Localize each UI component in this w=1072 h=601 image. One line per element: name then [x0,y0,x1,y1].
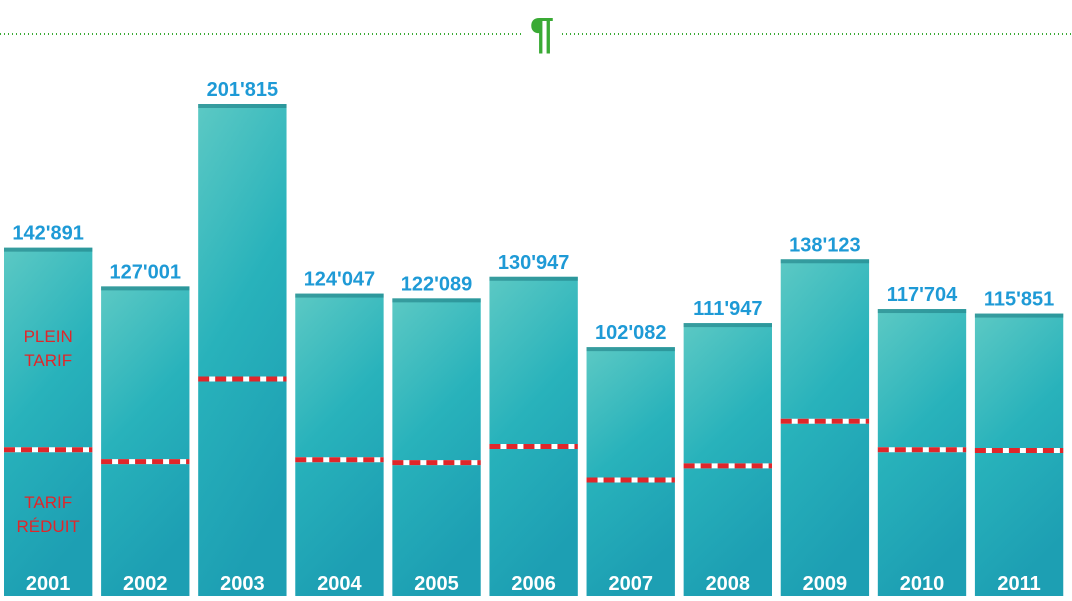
bar [392,298,481,596]
bar [4,247,93,596]
x-tick-label: 2007 [608,573,653,595]
x-tick-label: 2011 [997,573,1040,595]
x-tick-label: 2005 [414,573,459,595]
value-label: 130'947 [498,252,570,274]
bar [198,104,287,596]
bar [489,276,578,596]
bar-top [198,104,287,108]
bar-top [392,298,481,303]
value-label: 102'082 [595,322,667,344]
bar-top [295,293,384,298]
bar [974,313,1064,596]
x-tick-label: 2002 [123,573,168,595]
bar-top [4,247,93,252]
x-tick-label: 2008 [706,573,751,595]
x-tick-label: 2010 [900,573,945,595]
x-tick-label: 2009 [803,573,848,595]
bar-top [974,313,1064,318]
value-label: 115'851 [984,289,1054,311]
bar-top [780,259,870,264]
segment-label: PLEIN TARIF [23,326,73,370]
value-label: 127'001 [110,261,182,283]
x-tick-label: 2006 [511,573,556,595]
bar [877,309,967,596]
segment-label: TARIF RÉDUIT [16,492,80,536]
x-tick-label: 2004 [317,573,362,595]
bar [295,293,384,596]
x-tick-label: 2003 [220,573,265,595]
value-label: 201'815 [207,79,279,101]
bar-top [877,309,967,314]
bar [586,347,675,596]
value-label: 111'947 [693,298,762,320]
bar-top [101,286,190,291]
value-label: 138'123 [789,234,861,256]
bar [101,286,190,596]
bar-top [586,347,675,352]
value-label: 142'891 [12,223,84,245]
bar-top [683,323,772,328]
header-mark: ¶ [530,9,554,58]
x-tick-label: 2001 [26,573,71,595]
bar-top [489,276,578,281]
value-label: 122'089 [401,273,473,295]
bar [683,323,772,596]
value-label: 117'704 [887,284,958,306]
value-label: 124'047 [304,269,376,291]
bar [780,259,870,596]
